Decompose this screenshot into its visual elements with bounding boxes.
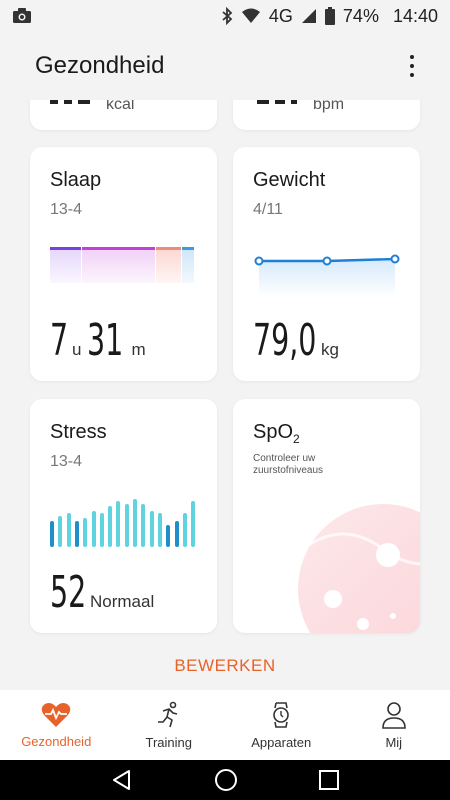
sleep-rem-segment <box>156 247 181 283</box>
nav-health[interactable]: Gezondheid <box>0 690 113 760</box>
stress-bar <box>157 513 162 547</box>
calories-card[interactable]: kcal <box>30 100 217 130</box>
spo2-title-main: SpO <box>253 421 294 443</box>
sleep-chart <box>50 247 194 283</box>
nav-devices[interactable]: Apparaten <box>225 690 338 760</box>
weight-point <box>322 256 332 266</box>
nav-me[interactable]: Mij <box>338 690 450 760</box>
status-bar: 4G 74% 14:40 <box>0 0 450 32</box>
stress-bar <box>166 525 171 547</box>
network-type: 4G <box>268 5 293 26</box>
signal-icon <box>301 9 316 23</box>
system-navigation-bar <box>0 760 450 800</box>
spo2-card[interactable]: SpO2 Controleer uw zuurstofniveaus <box>233 399 420 633</box>
more-dot <box>410 55 414 59</box>
nav-health-label: Gezondheid <box>21 733 92 749</box>
spo2-title-sub: 2 <box>293 432 300 446</box>
weight-title: Gewicht <box>253 169 326 191</box>
nav-devices-label: Apparaten <box>251 734 312 750</box>
heart-rate-value-fragment <box>257 100 297 104</box>
clock: 14:40 <box>392 5 438 26</box>
heart-rate-card[interactable]: bpm <box>233 100 420 130</box>
home-icon[interactable] <box>214 768 238 792</box>
app-header: Gezondheid <box>0 32 450 100</box>
stress-bar <box>99 513 104 547</box>
calories-unit: kcal <box>106 100 135 113</box>
sleep-deep-segment <box>50 247 81 283</box>
stress-bar <box>182 513 187 547</box>
sleep-card[interactable]: Slaap 13-4 7 u 31 m <box>30 147 217 381</box>
weight-date: 4/11 <box>253 201 283 218</box>
weight-point <box>390 254 400 264</box>
stress-bar <box>74 521 79 547</box>
running-icon <box>157 701 177 727</box>
stress-bar <box>149 511 154 547</box>
battery-icon <box>324 7 335 25</box>
stress-bar <box>141 504 146 547</box>
sleep-hours-unit: u <box>72 340 82 359</box>
stress-title: Stress <box>50 421 107 443</box>
stress-bar <box>124 504 129 547</box>
more-dot <box>410 73 414 77</box>
weight-unit: kg <box>321 340 339 359</box>
person-icon <box>381 701 406 729</box>
spo2-description: Controleer uw zuurstofniveaus <box>253 453 324 476</box>
recents-icon[interactable] <box>319 770 340 790</box>
sleep-light-segment <box>82 247 155 283</box>
weight-value: 79,0 <box>253 315 317 366</box>
wifi-icon <box>241 8 260 23</box>
stress-bar <box>174 521 179 547</box>
nav-me-label: Mij <box>385 734 403 750</box>
stress-status: Normaal <box>90 592 155 611</box>
back-icon[interactable] <box>111 769 133 791</box>
notification-icon <box>13 8 31 23</box>
stress-value: 52 <box>50 567 87 618</box>
weight-point <box>254 256 264 266</box>
sleep-awake-segment <box>182 247 194 283</box>
stress-chart <box>50 499 200 547</box>
spo2-title: SpO2 <box>253 421 300 446</box>
stress-bar <box>108 506 113 547</box>
stress-readout: 52 Normaal <box>50 567 155 618</box>
stress-card[interactable]: Stress 13-4 52 Normaal <box>30 399 217 633</box>
nav-training[interactable]: Training <box>113 690 226 760</box>
heart-pulse-icon <box>41 702 71 727</box>
edit-cards-button[interactable]: BEWERKEN <box>174 656 276 675</box>
stress-bar <box>50 521 54 547</box>
stress-bar <box>58 516 63 547</box>
sleep-date: 13-4 <box>50 201 83 218</box>
weight-readout: 79,0 kg <box>253 315 339 366</box>
stress-bar <box>191 501 196 547</box>
dashboard-content[interactable]: kcal bpm Slaap 13-4 7 u 31 m <box>0 100 450 690</box>
more-dot <box>410 64 414 68</box>
stress-bar <box>91 511 96 547</box>
heart-rate-unit: bpm <box>313 100 345 113</box>
stress-bar <box>83 518 88 547</box>
nav-training-label: Training <box>145 734 192 750</box>
bluetooth-icon <box>222 7 233 25</box>
battery-level: 74% <box>342 5 379 26</box>
calories-value-fragment <box>50 100 90 104</box>
weight-card[interactable]: Gewicht 4/11 79,0 kg <box>233 147 420 381</box>
sleep-minutes: 31 <box>87 315 124 366</box>
sleep-hours: 7 <box>50 315 69 366</box>
weight-chart <box>254 254 400 297</box>
stress-date: 13-4 <box>50 453 83 470</box>
weight-area <box>259 259 395 297</box>
stress-bar <box>116 501 121 547</box>
page-title: Gezondheid <box>35 52 165 79</box>
bottom-navigation: Gezondheid Training Apparaten Mij <box>0 690 450 760</box>
sleep-duration: 7 u 31 m <box>50 315 146 366</box>
sleep-minutes-unit: m <box>131 340 146 359</box>
spo2-decoration-icon <box>298 504 420 633</box>
more-options-button[interactable] <box>397 46 427 86</box>
stress-bar <box>133 499 137 547</box>
stress-bar <box>66 513 71 547</box>
watch-icon <box>273 701 290 728</box>
sleep-title: Slaap <box>50 169 102 191</box>
